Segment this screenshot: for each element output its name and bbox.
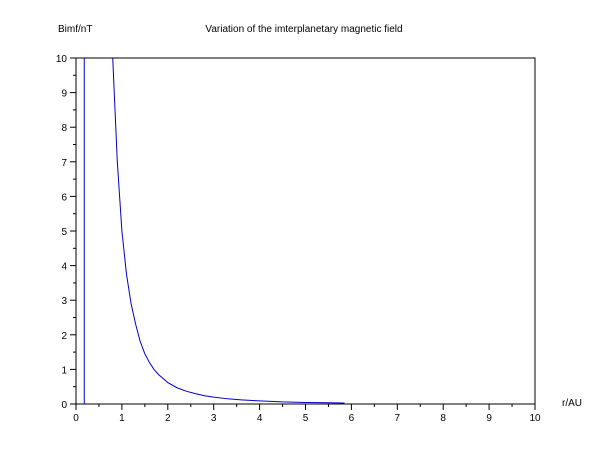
x-tick-label: 5 [303, 413, 309, 424]
y-tick-label: 3 [61, 296, 67, 307]
y-tick-label: 0 [61, 400, 67, 411]
x-tick-label: 0 [73, 413, 79, 424]
y-tick-label: 1 [61, 365, 67, 376]
y-tick-label: 2 [61, 331, 67, 342]
x-tick-label: 4 [257, 413, 263, 424]
y-tick-label: 4 [61, 262, 67, 273]
x-tick-label: 8 [440, 413, 446, 424]
y-tick-label: 10 [56, 54, 68, 65]
x-tick-label: 7 [395, 413, 401, 424]
x-axis-label: r/AU [562, 398, 582, 409]
y-tick-label: 6 [61, 192, 67, 203]
y-tick-label: 8 [61, 123, 67, 134]
y-tick-label: 9 [61, 89, 67, 100]
ticks-layer: 0 1 2 3 4 5 6 7 8 9 10 0 1 2 3 4 5 6 7 8 9 10 [56, 54, 541, 424]
x-tick-label: 9 [486, 413, 492, 424]
x-tick-label: 6 [349, 413, 355, 424]
y-tick-label: 7 [61, 158, 67, 169]
y-axis-label: Bimf/nT [58, 24, 92, 35]
x-tick-label: 3 [211, 413, 217, 424]
series-line-field [112, 57, 345, 404]
y-tick-label: 5 [61, 227, 67, 238]
x-tick-label: 1 [119, 413, 125, 424]
x-tick-label: 2 [165, 413, 171, 424]
x-tick-label: 10 [529, 413, 541, 424]
series-layer [83, 57, 345, 404]
chart-title: Variation of the imterplanetary magnetic… [205, 24, 402, 35]
